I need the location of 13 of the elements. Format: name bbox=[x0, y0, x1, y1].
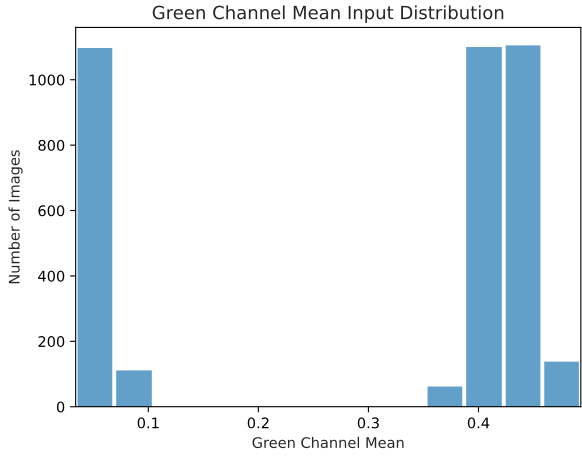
chart-title: Green Channel Mean Input Distribution bbox=[152, 5, 504, 23]
y-tick-label: 200 bbox=[38, 336, 64, 348]
x-tick-label: 0.3 bbox=[358, 417, 379, 428]
y-axis-title: Number of Images bbox=[8, 150, 23, 284]
y-tick-label: 1000 bbox=[30, 74, 64, 86]
x-tick-label: 0.4 bbox=[468, 417, 490, 428]
x-tick-label: 0.2 bbox=[248, 417, 268, 428]
y-tick-label: 600 bbox=[38, 205, 64, 216]
y-tick-label: 400 bbox=[38, 270, 64, 282]
y-tick-label: 0 bbox=[56, 401, 64, 412]
x-axis-title: Green Channel Mean bbox=[252, 436, 404, 448]
y-tick-label: 800 bbox=[38, 140, 64, 151]
x-tick-label: 0.1 bbox=[138, 417, 159, 428]
